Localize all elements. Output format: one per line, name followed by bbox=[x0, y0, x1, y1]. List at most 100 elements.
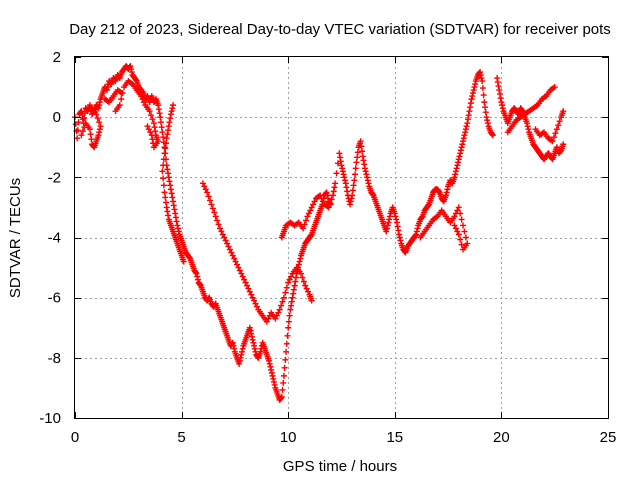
data-point bbox=[494, 79, 501, 86]
data-point bbox=[234, 261, 241, 268]
data-point bbox=[250, 339, 257, 346]
data-point bbox=[169, 105, 176, 112]
data-point bbox=[173, 218, 180, 225]
data-point bbox=[311, 198, 318, 205]
data-point bbox=[340, 171, 347, 178]
data-point bbox=[327, 201, 334, 208]
data-point bbox=[96, 129, 103, 136]
data-point bbox=[229, 339, 236, 346]
data-point bbox=[133, 77, 140, 84]
data-point bbox=[551, 84, 558, 91]
y-tick-label: -6 bbox=[48, 290, 61, 307]
data-point bbox=[317, 192, 324, 199]
data-point bbox=[495, 83, 502, 90]
data-point bbox=[354, 154, 361, 161]
data-point bbox=[469, 90, 476, 97]
data-point bbox=[460, 222, 467, 229]
data-point bbox=[280, 372, 287, 379]
data-point bbox=[550, 134, 557, 141]
data-point bbox=[280, 379, 287, 386]
x-tick-label: 5 bbox=[177, 429, 185, 446]
data-point bbox=[104, 84, 111, 91]
data-point bbox=[161, 150, 168, 157]
data-point bbox=[159, 168, 166, 175]
data-point bbox=[354, 149, 361, 156]
data-point bbox=[151, 124, 158, 131]
data-point bbox=[290, 286, 297, 293]
data-point bbox=[119, 90, 126, 97]
data-point bbox=[248, 333, 255, 340]
data-point bbox=[162, 199, 169, 206]
data-point bbox=[470, 87, 477, 94]
data-point bbox=[201, 183, 208, 190]
data-point bbox=[301, 221, 308, 228]
data-point bbox=[393, 219, 400, 226]
data-point bbox=[128, 69, 135, 76]
data-point bbox=[453, 165, 460, 172]
data-point bbox=[323, 189, 330, 196]
data-point bbox=[489, 131, 496, 138]
data-point bbox=[96, 99, 103, 106]
data-point bbox=[270, 375, 277, 382]
data-point bbox=[352, 171, 359, 178]
data-point bbox=[252, 300, 259, 307]
data-point bbox=[158, 124, 165, 131]
data-point bbox=[358, 143, 365, 150]
data-point bbox=[462, 126, 469, 133]
x-tick-label: 25 bbox=[600, 429, 617, 446]
data-point bbox=[471, 84, 478, 91]
data-point bbox=[97, 123, 104, 130]
data-point bbox=[150, 144, 157, 151]
data-point bbox=[418, 214, 425, 221]
data-point bbox=[283, 340, 290, 347]
data-point bbox=[386, 216, 393, 223]
data-point bbox=[157, 114, 164, 121]
data-point bbox=[144, 123, 151, 130]
data-point bbox=[164, 131, 171, 138]
data-point bbox=[325, 204, 332, 211]
data-point bbox=[170, 102, 177, 109]
data-point bbox=[205, 193, 212, 200]
data-point bbox=[226, 246, 233, 253]
data-point bbox=[359, 148, 366, 155]
data-point bbox=[336, 150, 343, 157]
data-point bbox=[242, 279, 249, 286]
data-point bbox=[246, 288, 253, 295]
data-point bbox=[95, 132, 102, 139]
data-point bbox=[268, 369, 275, 376]
axis-ticks: 0 5 10 15 20 25 -10 -8 -6 -4 -2 0 2 bbox=[39, 49, 616, 446]
data-point bbox=[95, 105, 102, 112]
data-point bbox=[161, 189, 168, 196]
data-point bbox=[295, 261, 302, 268]
data-point bbox=[257, 348, 264, 355]
data-point bbox=[523, 120, 530, 127]
data-point bbox=[248, 330, 255, 337]
data-point bbox=[458, 216, 465, 223]
data-point bbox=[241, 276, 248, 283]
data-point bbox=[289, 294, 296, 301]
data-point bbox=[160, 175, 167, 182]
data-point bbox=[285, 279, 292, 286]
data-point bbox=[457, 236, 464, 243]
data-point bbox=[235, 264, 242, 271]
data-point bbox=[162, 145, 169, 152]
data-point bbox=[162, 194, 169, 201]
data-point bbox=[330, 188, 337, 195]
data-point bbox=[466, 108, 473, 115]
data-point bbox=[293, 274, 300, 281]
data-point bbox=[167, 111, 174, 118]
data-point bbox=[140, 99, 147, 106]
data-point bbox=[172, 210, 179, 217]
data-point bbox=[285, 324, 292, 331]
data-point bbox=[118, 96, 125, 103]
data-point bbox=[364, 177, 371, 184]
data-point bbox=[285, 318, 292, 325]
data-point bbox=[552, 130, 559, 137]
data-point bbox=[165, 127, 172, 134]
data-point bbox=[519, 107, 526, 114]
data-point bbox=[287, 306, 294, 313]
data-point bbox=[307, 232, 314, 239]
data-point bbox=[477, 69, 484, 76]
data-point bbox=[484, 117, 491, 124]
data-point bbox=[166, 178, 173, 185]
